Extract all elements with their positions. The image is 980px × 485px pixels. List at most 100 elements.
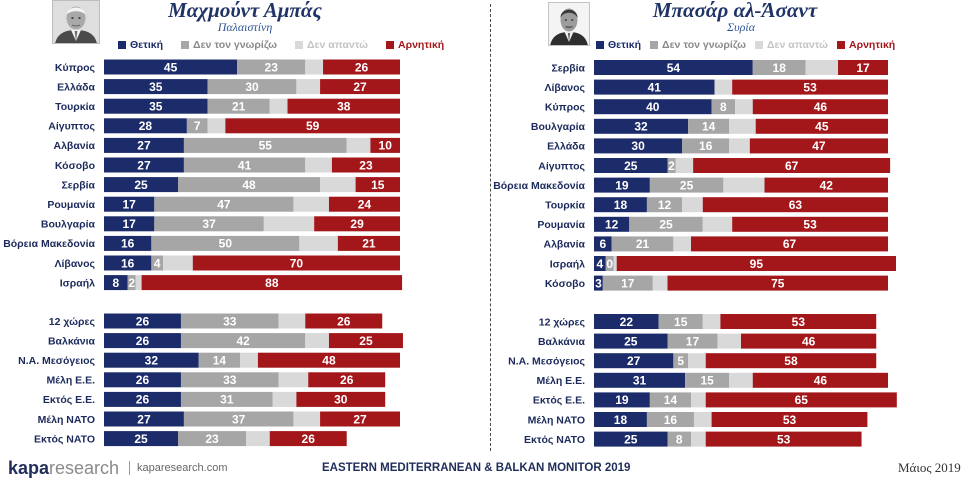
bar-segment-unknown — [198, 352, 241, 368]
bar-value-label: 25 — [624, 432, 638, 446]
bar-segment-negative — [370, 137, 400, 153]
bar-value-label: 27 — [627, 354, 641, 368]
bar-row: Εκτός ΝΑΤΟ 25 23 26 — [34, 431, 347, 447]
bar-value-label: 35 — [149, 80, 163, 94]
bar-value-label: 25 — [624, 159, 638, 173]
bar-value-label: 23 — [265, 60, 279, 74]
bar-segment-negative — [732, 216, 888, 232]
bar-value-label: 59 — [306, 119, 320, 133]
bar-value-label: 54 — [667, 61, 681, 75]
bar-segment-positive — [104, 157, 184, 173]
bar-row: Βαλκάνια 26 42 25 — [48, 333, 403, 349]
bar-segment-no-answer — [729, 372, 753, 388]
bar-segment-no-answer — [163, 255, 193, 271]
bar-value-label: 29 — [350, 217, 364, 231]
bar-segment-negative — [305, 313, 383, 329]
bar-value-label: 19 — [615, 178, 629, 192]
bar-segment-unknown — [605, 256, 614, 271]
bar-value-label: 26 — [136, 334, 150, 348]
bar-row: Ν.Α. Μεσόγειος 27 5 58 — [508, 353, 877, 369]
bar-value-label: 6 — [599, 237, 606, 251]
bar-value-label: 14 — [702, 120, 716, 134]
bar-value-label: 0 — [606, 257, 613, 271]
abbas-panel: Μαχμούντ Αμπάς Παλαιστίνη Θετική Δεν τον… — [0, 0, 490, 455]
bar-segment-negative — [141, 275, 403, 291]
bar-segment-negative — [705, 353, 877, 369]
bar-value-label: 8 — [676, 432, 683, 446]
bar-value-label: 18 — [614, 198, 628, 212]
row-label: Εκτός ΝΑΤΟ — [34, 433, 95, 445]
bar-segment-negative — [323, 59, 400, 75]
bar-row: Ελλάδα 30 16 47 — [547, 138, 888, 154]
bar-segment-negative — [269, 431, 347, 447]
bar-row: Αλβανία 27 55 10 — [54, 137, 400, 153]
bar-segment-no-answer — [691, 431, 706, 447]
bar-segment-positive — [594, 197, 647, 213]
bar-segment-negative — [749, 138, 888, 154]
bar-value-label: 25 — [680, 178, 694, 192]
bar-value-label: 26 — [302, 432, 316, 446]
bar-value-label: 8 — [720, 100, 727, 114]
bar-segment-positive — [104, 59, 238, 75]
row-label: Ρουμανία — [537, 219, 585, 231]
bar-row: Αλβανία 6 21 67 — [544, 236, 888, 252]
bar-value-label: 42 — [236, 334, 250, 348]
bar-segment-unknown — [178, 177, 321, 193]
bar-value-label: 40 — [646, 100, 660, 114]
bar-segment-no-answer — [702, 216, 733, 232]
row-label: Βόρεια Μακεδονία — [493, 180, 585, 192]
bar-value-label: 50 — [219, 237, 233, 251]
bar-segment-negative — [691, 236, 888, 252]
bar-value-label: 12 — [658, 198, 672, 212]
bar-segment-no-answer — [682, 197, 703, 213]
chart-subtitle: Συρία — [726, 20, 756, 34]
bar-segment-no-answer — [675, 158, 694, 173]
bar-value-label: 48 — [242, 178, 256, 192]
row-label: Κόσοβο — [55, 160, 95, 172]
legend-item-no-answer: Δεν απαντώ — [754, 39, 828, 51]
bar-row: Αίγυπτος 28 7 59 — [48, 118, 400, 134]
row-label: Κόσοβο — [545, 278, 585, 290]
bar-value-label: 17 — [122, 217, 136, 231]
bar-row: Λίβανος 16 4 70 — [55, 255, 400, 271]
legend-item-unknown: Δεν τον γνωρίζω — [181, 39, 277, 51]
row-label: Βαλκάνια — [48, 335, 96, 347]
bar-segment-no-answer — [272, 391, 297, 407]
chart-title: Μαχμούντ Αμπάς — [168, 0, 322, 22]
bar-segment-no-answer — [346, 137, 371, 153]
bar-segment-positive — [104, 411, 184, 427]
bar-segment-negative — [225, 118, 400, 134]
footer-separator — [129, 461, 130, 475]
bar-segment-no-answer — [278, 313, 306, 329]
bar-row: Κόσοβο 3 17 75 — [545, 275, 888, 291]
legend-swatch-negative — [386, 41, 395, 49]
legend-swatch-unknown — [181, 41, 190, 49]
bar-row: Κύπρος 40 8 46 — [545, 99, 888, 115]
bar-segment-positive — [104, 391, 181, 407]
bar-segment-unknown — [207, 79, 297, 95]
bar-segment-unknown — [602, 275, 653, 291]
bar-row: Μέλη Ε.Ε. 26 33 26 — [47, 372, 386, 388]
row-label: Βουλγαρία — [41, 219, 96, 231]
bar-segment-unknown — [154, 196, 294, 212]
bar-row: Τουρκία 35 21 38 — [55, 98, 400, 114]
bar-segment-positive — [594, 333, 668, 349]
bar-value-label: 17 — [856, 61, 870, 75]
legend-label: Δεν τον γνωρίζω — [662, 39, 746, 51]
row-label: Κύπρος — [545, 101, 586, 113]
bar-segment-negative — [320, 411, 400, 427]
bar-segment-unknown — [180, 391, 273, 407]
bar-segment-negative — [838, 60, 888, 75]
bar-segment-positive — [104, 98, 208, 114]
bar-value-label: 10 — [379, 139, 393, 153]
legend-swatch-unknown — [650, 41, 659, 49]
bar-row: Λίβανος 41 53 — [545, 79, 888, 95]
row-label: Εκτός ΝΑΤΟ — [524, 434, 585, 446]
bar-segment-no-answer — [652, 275, 668, 291]
bar-row: Εκτός Ε.Ε. 19 14 65 — [533, 392, 897, 408]
bar-value-label: 70 — [290, 256, 304, 270]
bar-segment-positive — [594, 275, 603, 291]
panel-divider — [490, 4, 491, 451]
bar-segment-positive — [104, 372, 181, 388]
bar-segment-negative — [337, 235, 400, 251]
